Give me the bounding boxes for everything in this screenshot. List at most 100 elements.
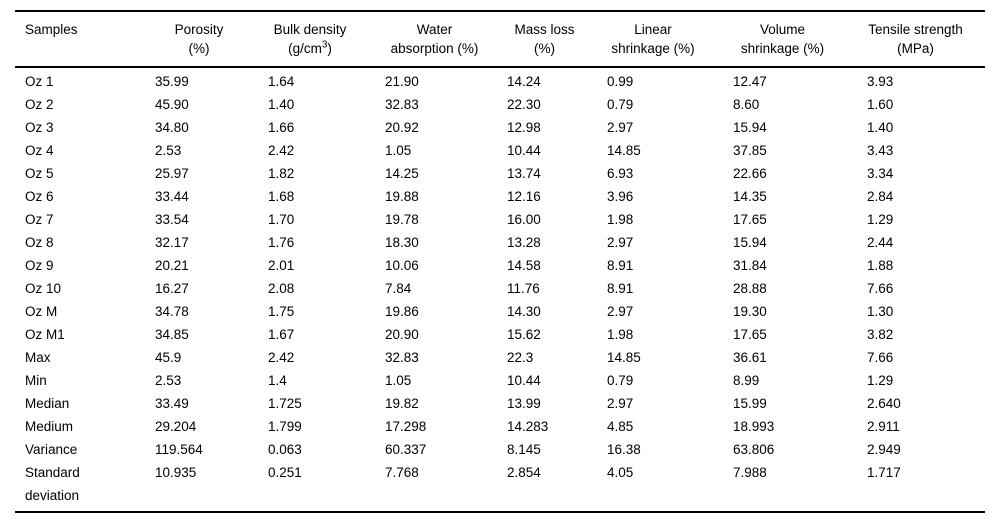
value-cell: 2.911 [867, 419, 900, 434]
table-row: Oz M 34.78 1.75 19.86 14.30 2.97 19.30 1.30 [15, 300, 985, 323]
value-cell: 2.97 [607, 304, 634, 319]
sample-label-cell: Oz 2 [25, 97, 54, 112]
header-line: Volume [759, 22, 806, 37]
value-cell: 14.24 [507, 74, 541, 89]
value-cell: 19.78 [385, 212, 419, 227]
value-cell: 14.35 [733, 189, 767, 204]
value-cell: 0.79 [607, 97, 634, 112]
table-row: Oz 6 33.44 1.68 19.88 12.16 3.96 14.35 2.84 [15, 185, 985, 208]
value-cell: 20.92 [385, 120, 419, 135]
unit-text: (g/cm [288, 41, 322, 56]
sample-label-cell: Oz M [25, 304, 58, 319]
value-cell: 15.62 [507, 327, 541, 342]
value-cell: 12.98 [507, 120, 541, 135]
header-line: Porosity [174, 22, 224, 37]
header-line: absorption (%) [390, 41, 479, 56]
value-cell: 19.86 [385, 304, 419, 319]
col-header-water-absorption: Water absorption (%) [367, 11, 502, 67]
value-cell: 119.564 [155, 442, 203, 457]
table-row: Oz 9 20.21 2.01 10.06 14.58 8.91 31.84 1.88 [15, 254, 985, 277]
value-cell: 32.83 [385, 350, 419, 365]
table-row: Oz 4 2.53 2.42 1.05 10.44 14.85 37.85 3.43 [15, 139, 985, 162]
col-header-samples: Samples [15, 11, 145, 67]
value-cell: 45.90 [155, 97, 189, 112]
value-cell: 32.17 [155, 235, 189, 250]
value-cell: 10.935 [155, 465, 197, 480]
value-cell: 1.60 [867, 97, 894, 112]
value-cell: 1.717 [867, 465, 901, 480]
value-cell: 13.74 [507, 166, 541, 181]
value-cell: 1.67 [268, 327, 295, 342]
value-cell: 12.16 [507, 189, 541, 204]
value-cell: 15.99 [733, 396, 767, 411]
header-line: Bulk density [273, 22, 347, 37]
value-cell: 45.9 [155, 350, 182, 365]
value-cell: 15.94 [733, 235, 767, 250]
col-header-mass-loss: Mass loss (%) [502, 11, 587, 67]
col-header-tensile-strength: Tensile strength (MPa) [846, 11, 985, 67]
table-row: Oz 2 45.90 1.40 32.83 22.30 0.79 8.60 1.60 [15, 93, 985, 116]
value-cell: 37.85 [733, 143, 767, 158]
value-cell: 1.98 [607, 212, 634, 227]
value-cell: 33.54 [155, 212, 189, 227]
value-cell: 7.66 [867, 281, 894, 296]
value-cell: 10.44 [507, 143, 541, 158]
table-row: Oz 3 34.80 1.66 20.92 12.98 2.97 15.94 1.40 [15, 116, 985, 139]
samples-properties-table-container: Samples Porosity (%) Bulk density (g/cm3… [15, 10, 985, 513]
value-cell: 17.65 [733, 212, 767, 227]
sample-label-cell: Medium [25, 419, 74, 434]
value-cell: 2.640 [867, 396, 901, 411]
sample-label-cell: Oz 5 [25, 166, 54, 181]
table-row: Oz 5 25.97 1.82 14.25 13.74 6.93 22.66 3.34 [15, 162, 985, 185]
value-cell: 1.76 [268, 235, 295, 250]
sample-label-cell: Max [25, 350, 51, 365]
sample-label-cell: Standard deviation [25, 465, 80, 503]
value-cell: 8.99 [733, 373, 760, 388]
value-cell: 20.21 [155, 258, 189, 273]
value-cell: 12.47 [733, 74, 767, 89]
value-cell: 6.93 [607, 166, 634, 181]
value-cell: 18.30 [385, 235, 419, 250]
table-row: Variance 119.564 0.063 60.337 8.145 16.38 63.8… [15, 438, 985, 461]
table-row: Oz M1 34.85 1.67 20.90 15.62 1.98 17.65 3.82 [15, 323, 985, 346]
value-cell: 2.97 [607, 120, 634, 135]
value-cell: 34.78 [155, 304, 189, 319]
table-body: Oz 1 35.99 1.64 21.90 14.24 0.99 12.47 3.93 Oz 2… [15, 67, 985, 512]
value-cell: 1.82 [268, 166, 295, 181]
value-cell: 4.85 [607, 419, 634, 434]
value-cell: 3.82 [867, 327, 894, 342]
value-cell: 2.854 [507, 465, 541, 480]
value-cell: 1.30 [867, 304, 894, 319]
value-cell: 14.85 [607, 350, 641, 365]
value-cell: 16.38 [607, 442, 641, 457]
value-cell: 34.80 [155, 120, 189, 135]
sample-label-cell: Oz 1 [25, 74, 54, 89]
header-line: (g/cm3) [253, 39, 367, 58]
value-cell: 1.799 [268, 419, 302, 434]
value-cell: 2.53 [155, 143, 182, 158]
value-cell: 7.66 [867, 350, 894, 365]
col-header-porosity: Porosity (%) [145, 11, 253, 67]
value-cell: 2.01 [268, 258, 295, 273]
value-cell: 19.88 [385, 189, 419, 204]
value-cell: 15.94 [733, 120, 767, 135]
value-cell: 22.30 [507, 97, 541, 112]
sample-label-cell: Oz 4 [25, 143, 54, 158]
value-cell: 10.06 [385, 258, 419, 273]
value-cell: 16.27 [155, 281, 189, 296]
value-cell: 1.68 [268, 189, 295, 204]
value-cell: 17.65 [733, 327, 767, 342]
value-cell: 2.53 [155, 373, 182, 388]
value-cell: 18.993 [733, 419, 775, 434]
value-cell: 22.3 [507, 350, 534, 365]
sample-label-cell: Oz 7 [25, 212, 54, 227]
value-cell: 1.4 [268, 373, 287, 388]
value-cell: 4.05 [607, 465, 634, 480]
table-row: Oz 7 33.54 1.70 19.78 16.00 1.98 17.65 1.29 [15, 208, 985, 231]
value-cell: 1.75 [268, 304, 295, 319]
sample-label-cell: Oz 8 [25, 235, 54, 250]
value-cell: 35.99 [155, 74, 189, 89]
table-row: Oz 1 35.99 1.64 21.90 14.24 0.99 12.47 3.93 [15, 67, 985, 93]
value-cell: 16.00 [507, 212, 541, 227]
value-cell: 13.28 [507, 235, 541, 250]
